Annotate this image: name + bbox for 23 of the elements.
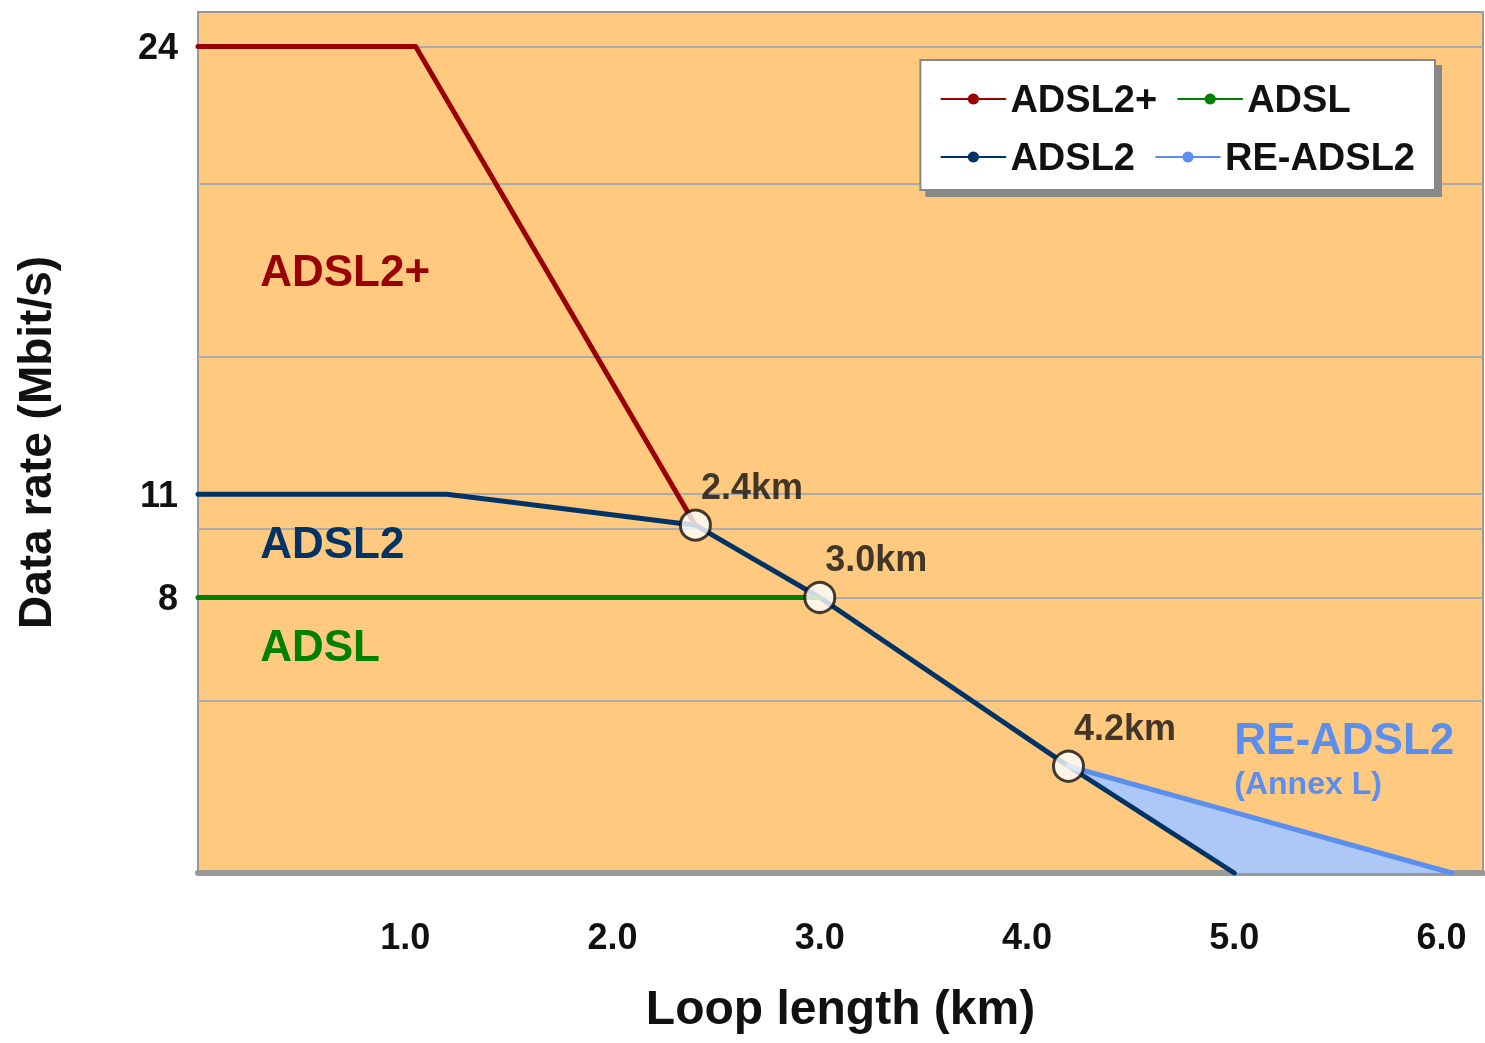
text: RE-ADSL2	[1234, 714, 1455, 764]
text: ADSL2+	[260, 245, 431, 295]
text: ADSL	[260, 621, 380, 671]
annotation: 4.2km	[1073, 707, 1177, 749]
x-tick-label: 1.0	[380, 915, 431, 957]
text: ADSL2	[260, 517, 405, 567]
x-tick-label: 4.0	[1002, 915, 1053, 957]
annotation: 2.4km	[700, 466, 803, 508]
legend-label: ADSL	[1247, 78, 1351, 120]
x-tick-label: 3.0	[794, 915, 845, 957]
y-tick-label: 24	[137, 25, 178, 67]
y-tick-label: 11	[139, 473, 178, 515]
y-tick-label: 8	[157, 576, 178, 618]
annotation: 3.0km	[825, 538, 928, 580]
legend-label: ADSL2+	[1010, 78, 1158, 120]
legend-label: ADSL2	[1010, 136, 1135, 178]
legend-label: RE-ADSL2	[1224, 136, 1416, 178]
x-tick-label: 5.0	[1209, 915, 1260, 957]
x-tick-label: 6.0	[1416, 915, 1467, 957]
x-axis-title: Loop length (km)	[645, 980, 1036, 1034]
annotation: (Annex L)	[1234, 765, 1382, 802]
x-tick-label: 2.0	[587, 915, 638, 957]
y-axis-title: Data rate (Mbit/s)	[9, 255, 61, 630]
